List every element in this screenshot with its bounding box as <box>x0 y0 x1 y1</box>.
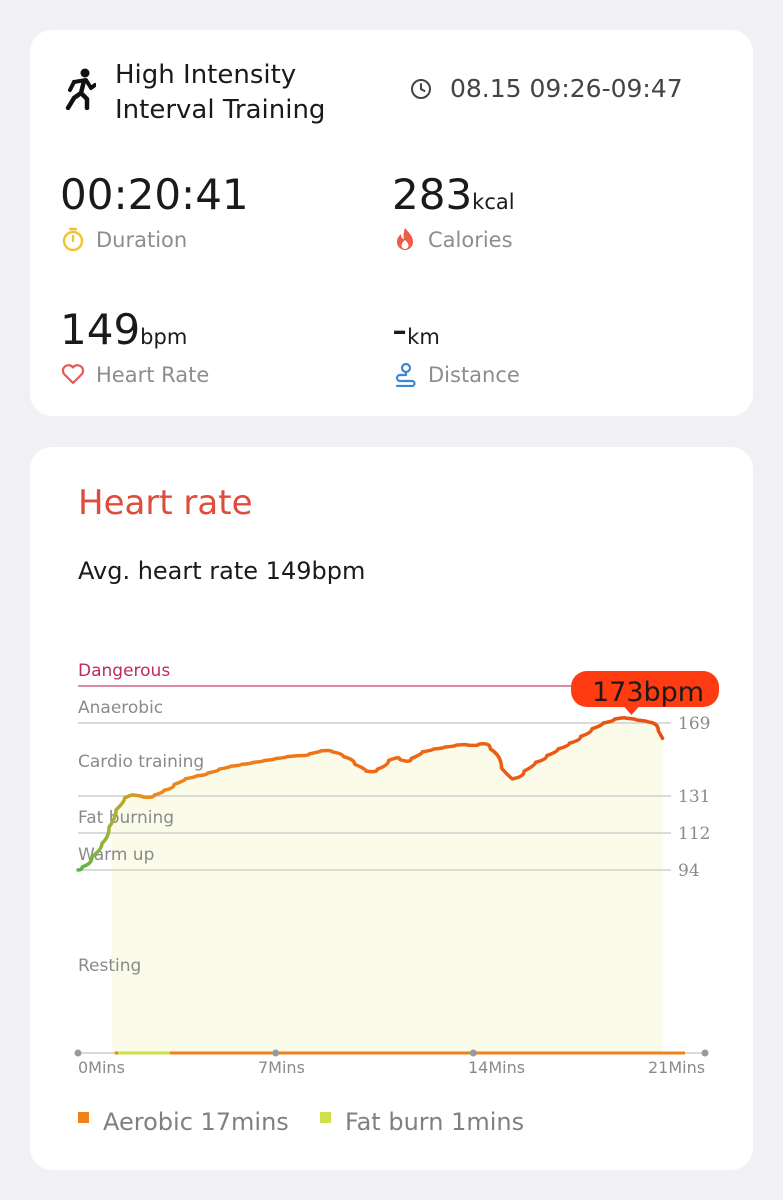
zone-label-cardio-training: Cardio training <box>78 752 204 772</box>
heart-rate-title: Heart rate <box>78 483 253 523</box>
peak-callout-bubble <box>571 671 719 707</box>
y-tick-94: 94 <box>678 861 700 881</box>
heart-rate-chart[interactable]: Dangerous Anaerobic Cardio training Fat bur… <box>30 447 753 1087</box>
aerobic-swatch <box>78 1112 89 1123</box>
exercise-person-icon <box>65 68 96 110</box>
peak-callout-pointer <box>623 706 640 715</box>
heart-rate-value: 149bpm <box>60 305 188 354</box>
x-tick-label-2: 14Mins <box>468 1058 525 1077</box>
distance-label: Distance <box>428 363 520 387</box>
x-tick-dot-0 <box>74 1049 82 1057</box>
heart-rate-area-fill <box>111 717 663 1053</box>
calories-label: Calories <box>428 228 513 252</box>
heart-rate-line <box>76 716 665 872</box>
legend-item-fat-burn: Fat burn 1mins <box>320 1107 524 1137</box>
x-tick-dot-14 <box>469 1049 477 1057</box>
y-tick-112: 112 <box>678 824 710 844</box>
zone-label-resting: Resting <box>78 956 141 976</box>
heart-rate-unit: bpm <box>140 325 188 349</box>
duration-value: 00:20:41 <box>60 170 249 219</box>
x-tick-dot-21 <box>701 1049 709 1057</box>
calories-value: 283kcal <box>392 170 515 219</box>
avg-heart-rate-text: Avg. heart rate 149bpm <box>78 557 366 585</box>
legend-item-aerobic: Aerobic 17mins <box>78 1107 289 1137</box>
workout-name: High Intensity Interval Training <box>115 60 326 125</box>
x-tick-label-1: 7Mins <box>258 1058 305 1077</box>
route-pin-icon <box>395 362 416 387</box>
duration-label: Duration <box>96 228 188 252</box>
zone-label-fat-burning: Fat burning <box>78 808 174 828</box>
zone-label-anaerobic: Anaerobic <box>78 698 163 718</box>
workout-time-range: 08.15 09:26-09:47 <box>450 74 683 103</box>
heart-rate-label: Heart Rate <box>96 363 210 387</box>
zone-label-dangerous: Dangerous <box>78 661 170 681</box>
y-tick-131: 131 <box>678 787 710 807</box>
fat-burn-swatch <box>320 1112 331 1123</box>
workout-summary-card: High Intensity Interval Training 08.15 0… <box>30 30 753 416</box>
heart-icon <box>61 364 85 385</box>
peak-callout-label: 173bpm <box>592 677 704 708</box>
calories-unit: kcal <box>472 190 515 214</box>
flame-icon <box>397 228 413 250</box>
distance-value: -km <box>392 305 440 354</box>
distance-unit: km <box>407 325 440 349</box>
x-tick-label-3: 21Mins <box>648 1058 705 1077</box>
clock-icon <box>411 79 431 99</box>
stopwatch-icon <box>62 227 84 252</box>
y-tick-169: 169 <box>678 714 710 734</box>
x-tick-label-0: 0Mins <box>78 1058 125 1077</box>
heart-rate-card: Heart rate Avg. heart rate 149bpm Danger… <box>30 447 753 1170</box>
x-tick-dot-7 <box>272 1049 280 1057</box>
